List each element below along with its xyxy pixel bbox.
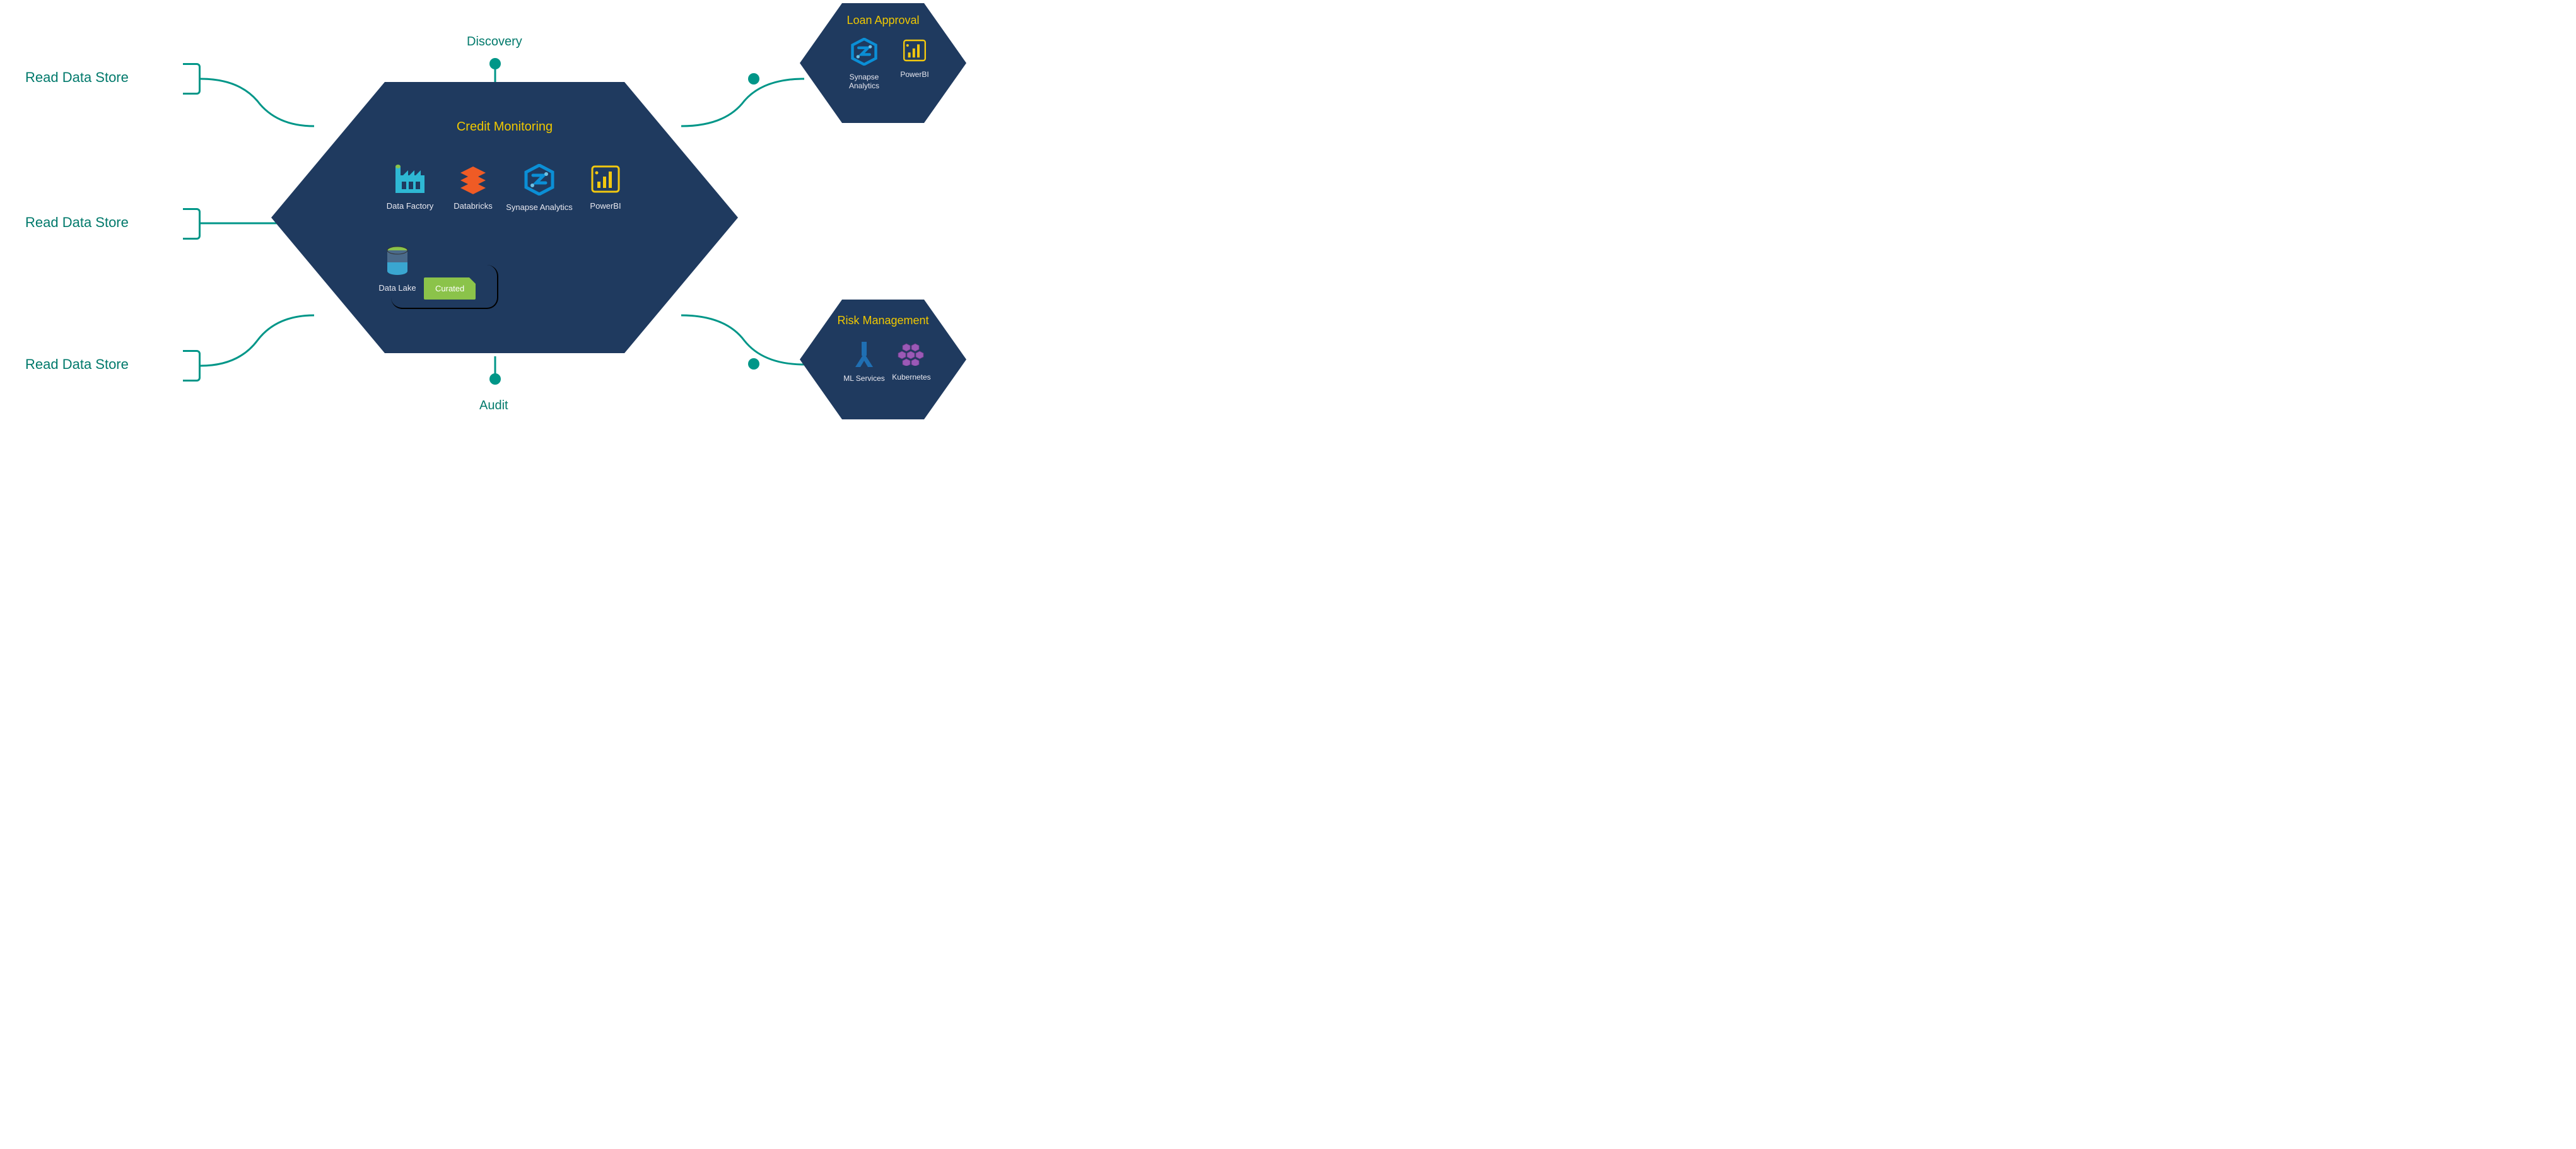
bracket-bot — [183, 350, 201, 382]
left-label-top: Read Data Store — [25, 69, 129, 86]
risk-kubernetes-label: Kubernetes — [889, 373, 934, 382]
data-factory-icon — [394, 164, 426, 194]
audit-dot — [489, 373, 501, 385]
loan-synapse: Synapse Analytics — [839, 38, 889, 91]
hex-shape-central — [265, 76, 744, 359]
synapse-icon — [524, 164, 555, 195]
connector-right-top — [681, 76, 807, 139]
ml-services-icon — [853, 342, 875, 367]
risk-hex: Risk Management ML Services Kubernetes — [795, 296, 971, 423]
loan-powerbi: PowerBI — [896, 38, 934, 79]
synapse-icon-small — [850, 38, 878, 66]
service-data-factory: Data Factory — [385, 164, 435, 211]
data-factory-label: Data Factory — [385, 201, 435, 211]
service-powerbi: PowerBI — [580, 164, 631, 211]
databricks-icon — [458, 164, 488, 194]
risk-ml: ML Services — [842, 342, 886, 383]
risk-hex-title: Risk Management — [795, 314, 971, 327]
curated-label: Curated — [424, 277, 476, 300]
discovery-label: Discovery — [467, 35, 522, 49]
risk-kubernetes: Kubernetes — [889, 342, 934, 382]
powerbi-icon — [590, 164, 621, 194]
right-bot-dot — [748, 358, 759, 370]
loan-synapse-label: Synapse Analytics — [839, 73, 889, 91]
right-top-dot — [748, 73, 759, 85]
service-synapse: Synapse Analytics — [505, 164, 574, 213]
synapse-label: Synapse Analytics — [505, 202, 574, 213]
loan-approval-hex: Loan Approval Synapse Analytics PowerBI — [795, 0, 971, 126]
loan-powerbi-label: PowerBI — [896, 70, 934, 79]
powerbi-label: PowerBI — [580, 201, 631, 211]
powerbi-icon-small — [902, 38, 927, 63]
databricks-label: Databricks — [448, 201, 498, 211]
kubernetes-icon — [898, 342, 925, 366]
central-hex-title: Credit Monitoring — [265, 120, 744, 134]
service-databricks: Databricks — [448, 164, 498, 211]
bracket-top — [183, 63, 201, 95]
left-label-mid: Read Data Store — [25, 214, 129, 231]
central-hex: Credit Monitoring Data Factory Databrick… — [265, 76, 744, 359]
curated-tag: Curated — [424, 277, 476, 300]
risk-ml-label: ML Services — [842, 374, 886, 383]
audit-label: Audit — [479, 399, 508, 413]
loan-hex-title: Loan Approval — [795, 14, 971, 27]
bracket-mid — [183, 208, 201, 240]
left-label-bot: Read Data Store — [25, 356, 129, 373]
connector-right-bot — [681, 309, 807, 372]
